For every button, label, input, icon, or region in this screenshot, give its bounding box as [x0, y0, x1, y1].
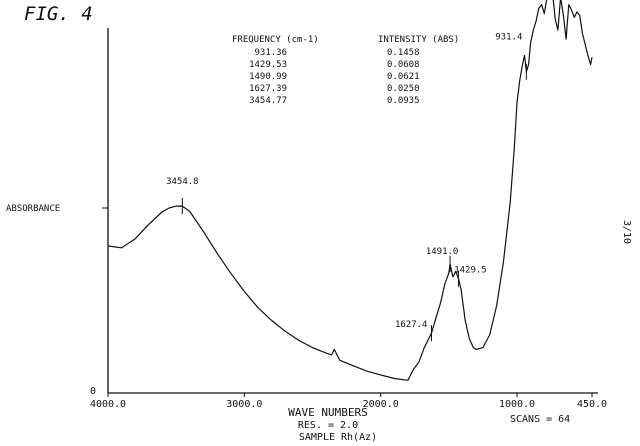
peak-label: 1491.0	[426, 247, 459, 257]
resolution-text: RES. = 2.0	[298, 420, 358, 431]
intensity-cell: 0.0608	[387, 60, 420, 70]
frequency-cell: 1429.53	[249, 60, 287, 70]
intensity-cell: 0.0250	[387, 84, 420, 94]
peak-label: 3454.8	[166, 177, 199, 187]
y-axis-label: ABSORBANCE	[6, 204, 60, 214]
scans-text: SCANS = 64	[510, 414, 570, 425]
frequency-cell: 1627.39	[249, 84, 287, 94]
peak-label: 1429.5	[454, 266, 487, 276]
intensity-cell: 0.1458	[387, 48, 420, 58]
x-tick-label: 2000.0	[363, 399, 399, 410]
frequency-cell: 1490.99	[249, 72, 287, 82]
frequency-cell: 931.36	[254, 48, 287, 58]
x-tick-label: 1000.0	[499, 399, 535, 410]
x-tick-label: 450.0	[577, 399, 607, 410]
figure-label: FIG. 4	[24, 3, 93, 25]
x-tick-label: 3000.0	[226, 399, 262, 410]
peak-label: 931.4	[495, 33, 522, 43]
peak-label: 1627.4	[395, 320, 428, 330]
frequency-header: FREQUENCY (cm-1)	[232, 35, 319, 45]
y-tick-label: 0	[90, 386, 96, 397]
x-tick-label: 4000.0	[90, 399, 126, 410]
x-axis-label: WAVE NUMBERS	[288, 406, 367, 419]
frequency-cell: 3454.77	[249, 96, 287, 106]
spectrum-line	[107, 0, 593, 381]
intensity-header: INTENSITY (ABS)	[378, 35, 459, 45]
intensity-cell: 0.0935	[387, 96, 420, 106]
sample-text: SAMPLE Rh(Az)	[299, 432, 377, 443]
x-ticks: 4000.0 3000.0 2000.0 1000.0 450.0	[90, 393, 607, 410]
page-number: 3/10	[621, 220, 632, 244]
intensity-cell: 0.0621	[387, 72, 420, 82]
peak-annotations: 3454.8 1627.4 1491.0 1429.5 931.4	[166, 33, 527, 342]
